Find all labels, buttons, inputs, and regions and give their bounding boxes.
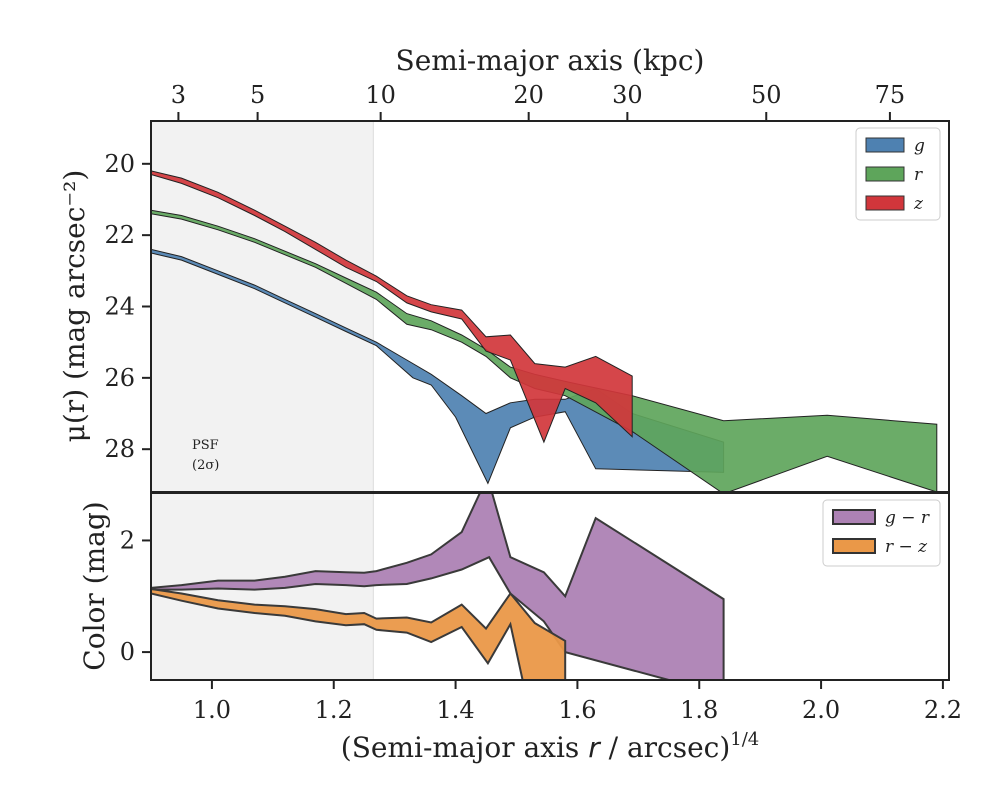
legend-swatch-r [865, 166, 905, 182]
bottom-y-tick-label: 0 [120, 638, 135, 666]
x-tick-label: 1.2 [315, 696, 353, 724]
psf-label-line1: PSF [192, 438, 219, 453]
legend-swatch-z [865, 195, 905, 211]
legend-swatch-g-minus-r [832, 509, 876, 525]
kpc-tick-label: 5 [250, 81, 265, 109]
top-y-axis-title: μ(r) (mag arcsec⁻²) [58, 170, 91, 443]
bottom-y-tick-label: 2 [120, 526, 135, 554]
top-y-tick-label: 22 [104, 221, 135, 249]
legend-swatch-g [865, 137, 905, 153]
band-r [151, 209, 938, 492]
legend-label-z: z [913, 194, 924, 214]
legend-label-g: g [914, 136, 925, 156]
top-panel: PSF (2σ) 20 22 24 26 28 3 5 10 20 30 50 75 grz Sem… [58, 44, 950, 493]
kpc-tick-label: 20 [513, 81, 544, 109]
x-tick-label: 2.0 [802, 696, 840, 724]
x-tick-label: 1.6 [558, 696, 596, 724]
kpc-tick-label: 75 [875, 81, 906, 109]
bottom-panel: 0 2 1.0 1.2 1.4 1.6 1.8 2.0 2.2 g − r r − z Colo… [78, 492, 962, 764]
kpc-tick-label: 10 [365, 81, 396, 109]
kpc-tick-label: 50 [751, 81, 782, 109]
psf-label-line2: (2σ) [192, 458, 219, 473]
band-z [151, 170, 633, 444]
legend-label-r: r [914, 165, 923, 185]
x-tick-label: 1.4 [436, 696, 474, 724]
bottom-x-axis-title: (Semi-major axis r / arcsec)1/4 [341, 729, 759, 764]
legend-label-g-minus-r: g − r [885, 508, 930, 528]
bottom-plot-frame [150, 492, 950, 681]
top-legend: grz [855, 127, 941, 221]
top-y-tick-label: 26 [104, 364, 135, 392]
x-tick-label: 1.8 [680, 696, 718, 724]
x-tick-label: 2.2 [924, 696, 962, 724]
kpc-tick-label: 30 [612, 81, 643, 109]
psf-shaded-region-top [151, 121, 374, 492]
bottom-y-axis-title: Color (mag) [78, 501, 111, 670]
legend-label-r-minus-z: r − z [885, 537, 928, 557]
kpc-tick-label: 3 [171, 81, 186, 109]
band-g-minus-r [151, 493, 725, 680]
band-r-minus-z [151, 587, 567, 680]
x-tick-label: 1.0 [193, 696, 231, 724]
legend-swatch-r-minus-z [832, 538, 876, 554]
top-y-tick-label: 20 [104, 150, 135, 178]
top-y-tick-label: 24 [104, 293, 135, 321]
top-y-tick-label: 28 [104, 435, 135, 463]
bottom-legend: g − r r − z [822, 499, 941, 567]
top-x-axis-title: Semi-major axis (kpc) [396, 44, 705, 77]
